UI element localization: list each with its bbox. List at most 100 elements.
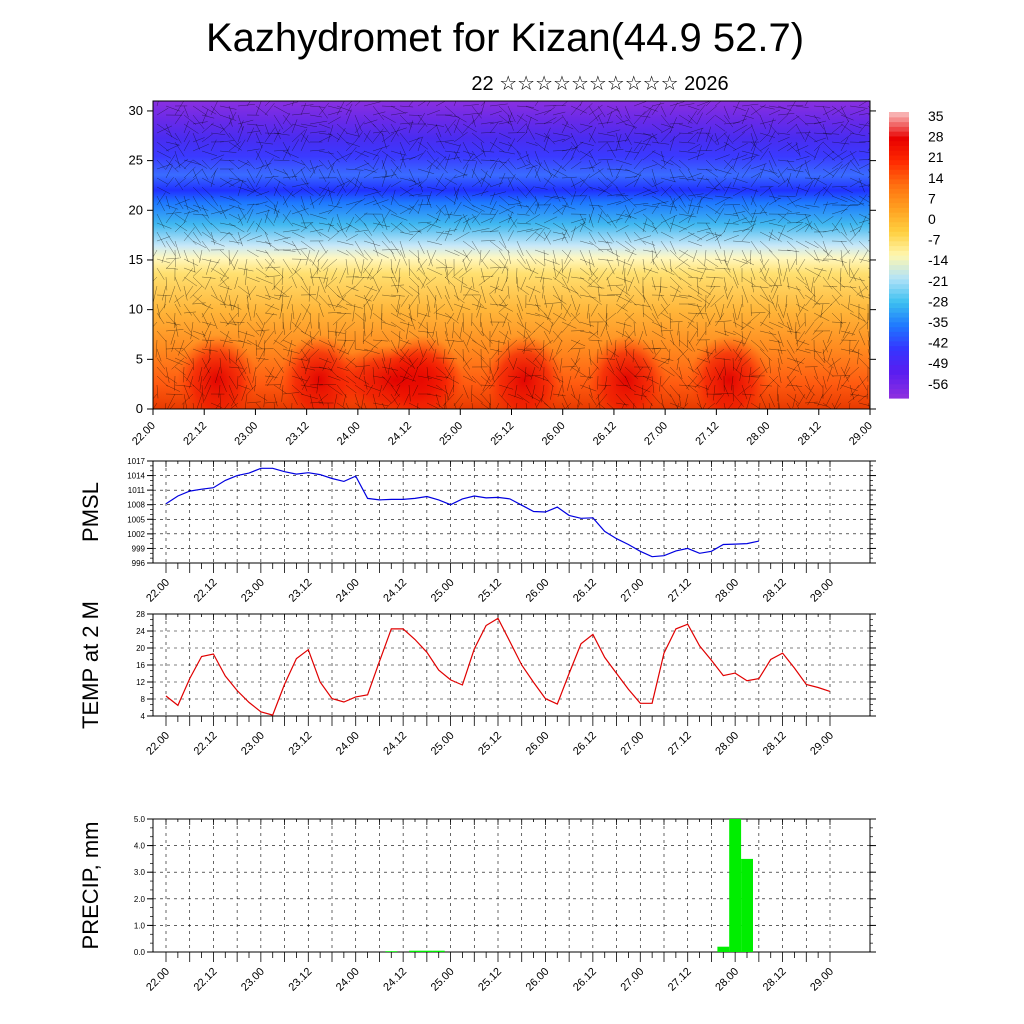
wind-barb <box>291 159 305 166</box>
wind-barb <box>372 105 384 121</box>
wind-barb <box>615 375 625 386</box>
wind-barb <box>458 402 464 409</box>
wind-barb <box>516 131 528 143</box>
wind-barb <box>707 312 716 328</box>
wind-barb <box>804 401 818 404</box>
x-tick-label: 25.12 <box>476 730 504 758</box>
wind-barb <box>408 114 422 116</box>
wind-barb <box>402 366 410 382</box>
wind-barb <box>561 145 573 161</box>
wind-barb <box>606 294 622 296</box>
wind-barb <box>192 121 208 125</box>
wind-barb <box>867 168 870 174</box>
wind-barb <box>831 357 838 375</box>
wind-barb <box>408 312 416 330</box>
wind-barb <box>795 249 798 265</box>
wind-barb <box>453 173 468 179</box>
wind-barb <box>741 393 755 396</box>
wind-barb <box>339 267 347 284</box>
wind-barb <box>156 357 166 370</box>
wind-barb <box>192 276 205 289</box>
wind-barb <box>777 114 788 125</box>
wind-barb <box>174 249 176 268</box>
wind-barb <box>786 195 797 208</box>
wind-barb <box>255 150 265 167</box>
wind-barb <box>642 357 650 371</box>
wind-barb <box>444 213 462 217</box>
wind-barb <box>372 222 390 228</box>
wind-barb <box>659 375 662 392</box>
wind-barb <box>223 402 230 409</box>
wind-barb <box>390 166 399 179</box>
wind-barb <box>281 294 284 312</box>
wind-barb <box>534 321 550 333</box>
wind-barb <box>561 204 576 210</box>
wind-barb <box>390 222 404 233</box>
colorbar-segment <box>889 188 909 194</box>
wind-barb <box>615 114 628 126</box>
wind-barb <box>768 321 783 329</box>
wind-barb <box>765 375 779 388</box>
wind-barb <box>185 285 194 297</box>
wind-barb <box>453 402 457 409</box>
wind-barb <box>282 168 291 180</box>
wind-barb <box>534 231 546 240</box>
colorbar-segment <box>889 159 909 166</box>
wind-barb <box>228 168 241 181</box>
wind-barb <box>498 294 507 307</box>
wind-barb <box>471 240 481 255</box>
wind-barb <box>219 122 232 134</box>
wind-barb <box>561 123 574 130</box>
wind-barb <box>426 384 443 391</box>
wind-barb <box>156 303 161 319</box>
wind-barb <box>412 384 419 397</box>
wind-barb <box>228 240 243 244</box>
wind-barb <box>345 146 357 161</box>
wind-barb <box>399 105 414 108</box>
wind-barb <box>255 357 266 370</box>
wind-barb <box>624 150 639 154</box>
wind-barb <box>480 150 495 153</box>
wind-barb <box>849 213 858 226</box>
wind-barb <box>345 222 360 231</box>
wind-barb <box>165 144 180 152</box>
wind-barb <box>615 159 632 165</box>
x-tick-label: 25.00 <box>429 730 457 758</box>
wind-barb <box>387 357 392 375</box>
wind-barb <box>786 172 792 188</box>
wind-barb <box>228 159 240 169</box>
wind-barb <box>792 393 797 409</box>
wind-barb <box>831 161 843 170</box>
wind-barb <box>669 312 671 330</box>
wind-barb <box>264 103 275 116</box>
y-tick-label: 2.0 <box>134 895 146 904</box>
wind-barb <box>435 366 446 376</box>
wind-barb <box>616 303 626 314</box>
wind-barb <box>556 339 563 354</box>
wind-barb <box>320 258 329 270</box>
wind-barb <box>246 321 260 336</box>
wind-barb <box>525 330 535 347</box>
wind-barb <box>405 321 410 340</box>
wind-barb <box>731 375 734 391</box>
wind-barb <box>498 204 515 214</box>
wind-barb <box>651 132 659 144</box>
wind-barb <box>588 126 597 143</box>
wind-barb <box>579 375 593 379</box>
wind-barb <box>552 132 570 137</box>
wind-barb <box>309 222 322 237</box>
wind-barb <box>723 218 731 233</box>
wind-barb <box>821 384 833 399</box>
wind-barb <box>444 195 456 204</box>
wind-barb <box>246 276 260 283</box>
wind-barb <box>786 393 800 404</box>
wind-barb <box>570 312 581 324</box>
wind-barb <box>490 348 500 360</box>
wind-barb <box>204 276 212 290</box>
wind-barb <box>786 159 796 172</box>
wind-barb <box>858 184 870 188</box>
wind-barb <box>300 339 315 349</box>
wind-barb <box>669 258 672 273</box>
wind-barb <box>813 348 825 363</box>
